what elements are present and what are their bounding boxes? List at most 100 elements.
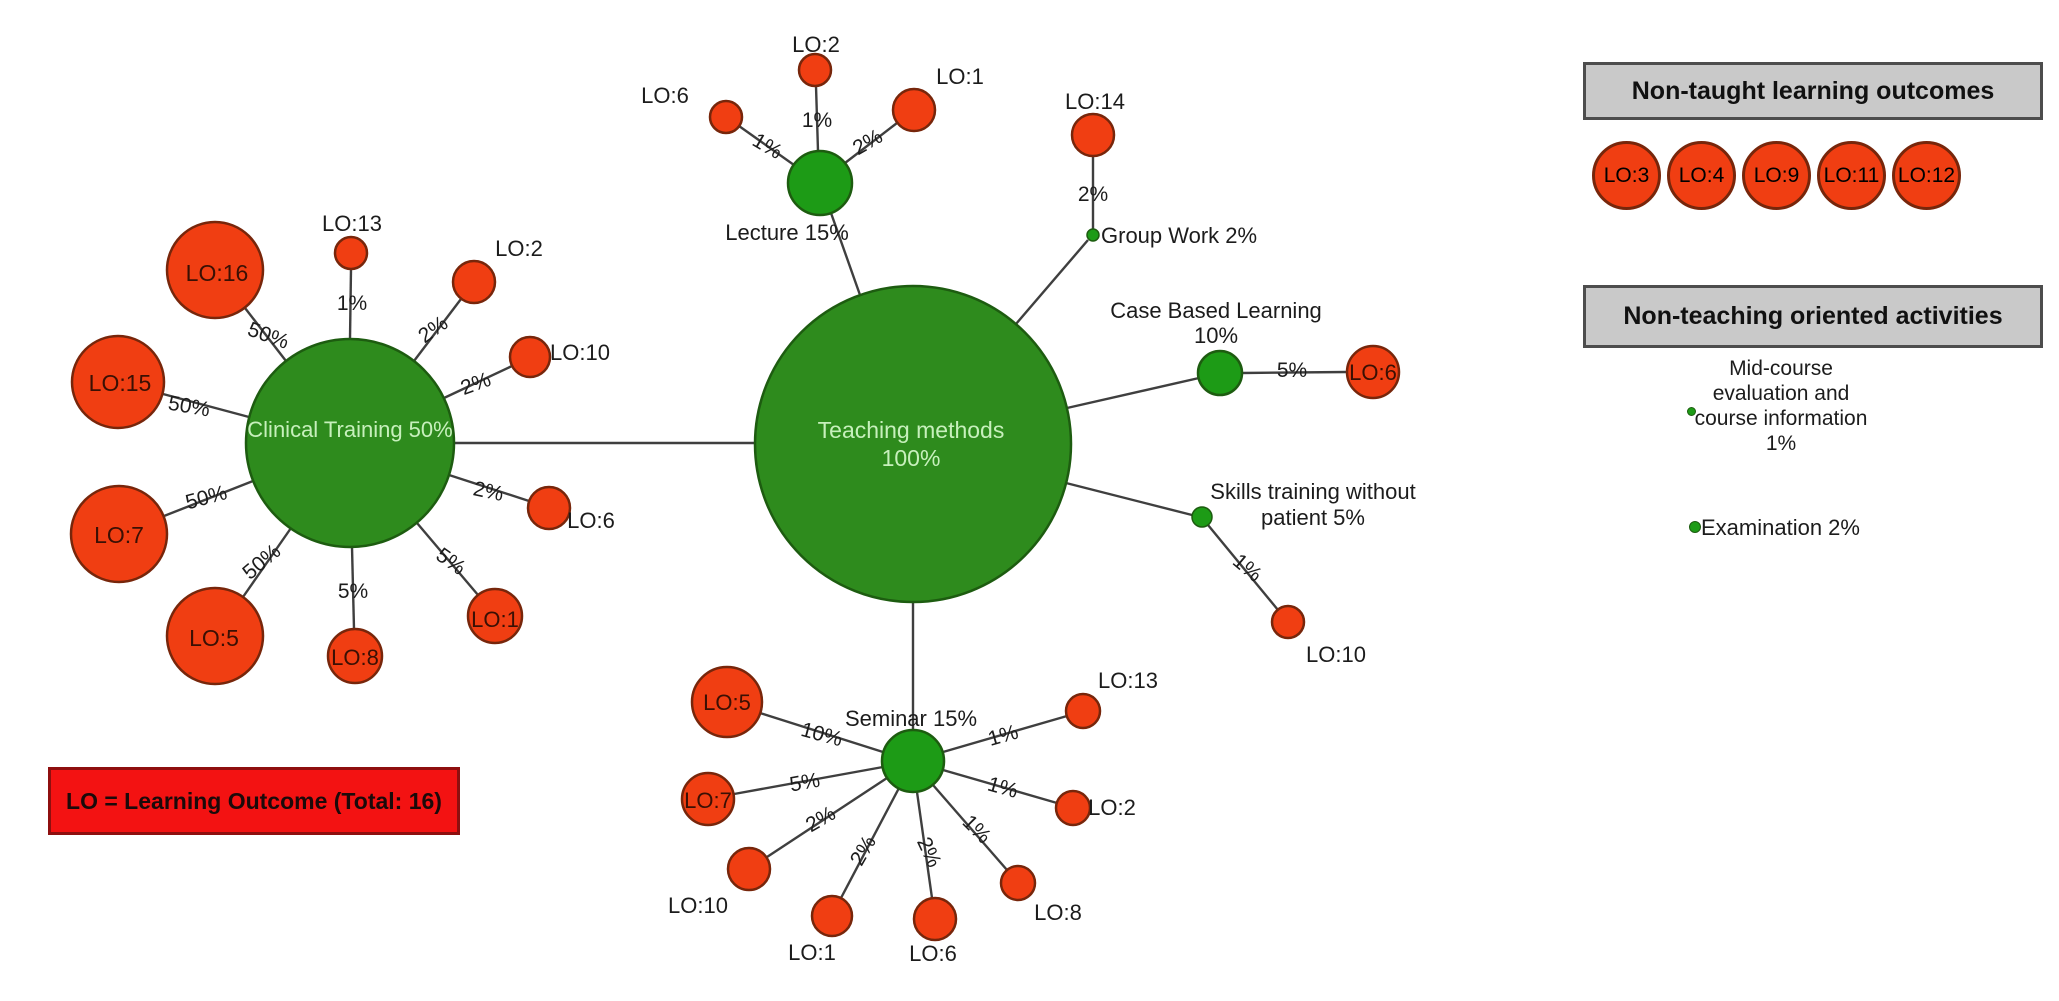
node-seminar-lo13 bbox=[1064, 692, 1102, 730]
node-label-clinical: Clinical Training 50% bbox=[247, 417, 452, 442]
node-lecture-lo6 bbox=[708, 99, 744, 135]
node-label-clinical-lo7: LO:7 bbox=[94, 522, 144, 548]
examination-dot-icon bbox=[1689, 521, 1701, 533]
node-clinical-lo8 bbox=[326, 627, 384, 685]
lo-chip: LO:12 bbox=[1892, 141, 1961, 210]
node-seminar-lo1 bbox=[810, 894, 854, 938]
node-skills-training bbox=[1191, 506, 1213, 528]
edge-lecture-lo2 bbox=[814, 85, 820, 152]
edge-label-clinical-lo15: 50% bbox=[166, 392, 211, 422]
node-clinical-lo5 bbox=[165, 586, 265, 686]
node-label-clinical-lo10: LO:10 bbox=[550, 340, 610, 365]
examination-label: Examination 2% bbox=[1701, 515, 1860, 540]
lo-chip: LO:3 bbox=[1592, 141, 1661, 210]
non-teaching-header: Non-teaching oriented activities bbox=[1583, 285, 2043, 348]
node-label-skills-training: patient 5% bbox=[1261, 505, 1365, 530]
edge-lecture-lo1 bbox=[844, 122, 898, 164]
node-label-clinical-lo13: LO:13 bbox=[322, 211, 382, 236]
edge-label-seminar-lo13: 1% bbox=[985, 721, 1021, 751]
node-label-clinical-lo6: LO:6 bbox=[567, 508, 615, 533]
edge-label-seminar-lo8: 1% bbox=[958, 811, 996, 849]
lo-chip: LO:9 bbox=[1742, 141, 1811, 210]
non-taught-header: Non-taught learning outcomes bbox=[1583, 62, 2043, 120]
node-label-groupwork-lo14: LO:14 bbox=[1065, 89, 1125, 114]
edge-label-clinical-lo7: 50% bbox=[183, 481, 230, 514]
edge-label-seminar-lo5: 10% bbox=[798, 718, 845, 751]
node-label-seminar-lo8: LO:8 bbox=[1034, 900, 1082, 925]
midcourse-dot-icon bbox=[1687, 407, 1696, 416]
midcourse-label: Mid-course evaluation and course informa… bbox=[1694, 357, 1868, 455]
node-seminar-lo6 bbox=[912, 896, 958, 942]
edge-label-seminar-lo1: 2% bbox=[846, 832, 881, 870]
edge-clinical-lo8 bbox=[350, 546, 356, 630]
node-seminar-lo5 bbox=[690, 665, 764, 739]
edge-label-lecture-lo6: 1% bbox=[748, 129, 786, 164]
edge-label-lecture-lo2: 1% bbox=[802, 109, 832, 132]
node-label-clinical-lo16: LO:16 bbox=[186, 260, 249, 286]
edge-teaching-groupwork bbox=[1015, 239, 1089, 325]
node-clinical bbox=[244, 337, 456, 549]
edge-teaching-cbl bbox=[1066, 376, 1200, 410]
node-clinical-lo2 bbox=[451, 259, 497, 305]
edge-label-clinical-lo6: 2% bbox=[471, 477, 505, 506]
edge-seminar-lo1 bbox=[839, 787, 901, 899]
node-label-cbl-lo6: LO:6 bbox=[1349, 360, 1397, 385]
node-label-lecture-lo1: LO:1 bbox=[936, 64, 984, 89]
edge-teaching-lecture bbox=[829, 212, 862, 296]
edge-seminar-lo13 bbox=[942, 714, 1068, 754]
edge-clinical-lo6 bbox=[448, 473, 530, 503]
edge-seminar-lo7 bbox=[733, 765, 884, 796]
edge-seminar-lo8 bbox=[932, 784, 1008, 871]
edge-clinical-lo10 bbox=[443, 364, 513, 400]
non-taught-lo-list: LO:3 LO:4 LO:9 LO:11 LO:12 bbox=[1592, 141, 1961, 210]
edge-skills-lo10 bbox=[1207, 524, 1279, 611]
node-label-case-based-learning: Case Based Learning bbox=[1110, 298, 1322, 323]
node-label-seminar-lo2: LO:2 bbox=[1088, 795, 1136, 820]
node-label-lecture: Lecture 15% bbox=[725, 220, 849, 245]
node-label-lecture-lo6: LO:6 bbox=[641, 83, 689, 108]
node-clinical-lo15 bbox=[70, 334, 166, 430]
node-label-teaching: 100% bbox=[882, 445, 941, 471]
node-clinical-lo16 bbox=[165, 220, 265, 320]
node-seminar bbox=[880, 728, 946, 794]
edge-clinical-lo5 bbox=[242, 527, 292, 598]
node-label-seminar-lo6: LO:6 bbox=[909, 941, 957, 966]
legend-box: LO = Learning Outcome (Total: 16) bbox=[48, 767, 460, 835]
node-case-based-learning bbox=[1196, 349, 1244, 397]
node-label-clinical-lo2: LO:2 bbox=[495, 236, 543, 261]
lo-chip: LO:11 bbox=[1817, 141, 1886, 210]
node-cbl-lo6 bbox=[1345, 344, 1401, 400]
non-teaching-title: Non-teaching oriented activities bbox=[1623, 302, 2003, 330]
edge-clinical-lo16 bbox=[244, 307, 287, 362]
edge-label-cbl-lo6: 5% bbox=[1277, 359, 1307, 382]
node-label-seminar: Seminar 15% bbox=[845, 706, 977, 731]
edge-label-clinical-lo16: 50% bbox=[245, 318, 292, 354]
edge-seminar-lo5 bbox=[759, 711, 884, 754]
edge-label-seminar-lo2: 1% bbox=[985, 773, 1021, 803]
node-lecture-lo1 bbox=[891, 87, 937, 133]
node-seminar-lo2 bbox=[1054, 789, 1092, 827]
node-clinical-lo13 bbox=[333, 235, 369, 271]
node-label-seminar-lo1: LO:1 bbox=[788, 940, 836, 965]
lo-chip: LO:4 bbox=[1667, 141, 1736, 210]
node-clinical-lo10 bbox=[508, 335, 552, 379]
node-teaching bbox=[753, 284, 1073, 604]
edge-label-clinical-lo13: 1% bbox=[337, 292, 367, 315]
node-label-skills-lo10: LO:10 bbox=[1306, 642, 1366, 667]
edge-label-clinical-lo1: 5% bbox=[432, 544, 470, 580]
node-label-seminar-lo13: LO:13 bbox=[1098, 668, 1158, 693]
edge-label-clinical-lo10: 2% bbox=[458, 368, 494, 400]
edge-label-seminar-lo7: 5% bbox=[788, 769, 822, 797]
edge-teaching-skills bbox=[1065, 481, 1193, 517]
edge-clinical-lo1 bbox=[416, 522, 479, 596]
edge-clinical-lo13 bbox=[348, 268, 353, 340]
node-label-clinical-lo15: LO:15 bbox=[89, 370, 152, 396]
node-label-clinical-lo1: LO:1 bbox=[471, 607, 519, 632]
node-seminar-lo7 bbox=[680, 771, 736, 827]
edge-clinical-lo15 bbox=[162, 392, 250, 419]
node-label-seminar-lo5: LO:5 bbox=[703, 690, 751, 715]
node-label-seminar-lo7: LO:7 bbox=[684, 788, 732, 813]
node-seminar-lo10 bbox=[726, 846, 772, 892]
node-label-skills-training: Skills training without bbox=[1210, 479, 1415, 504]
